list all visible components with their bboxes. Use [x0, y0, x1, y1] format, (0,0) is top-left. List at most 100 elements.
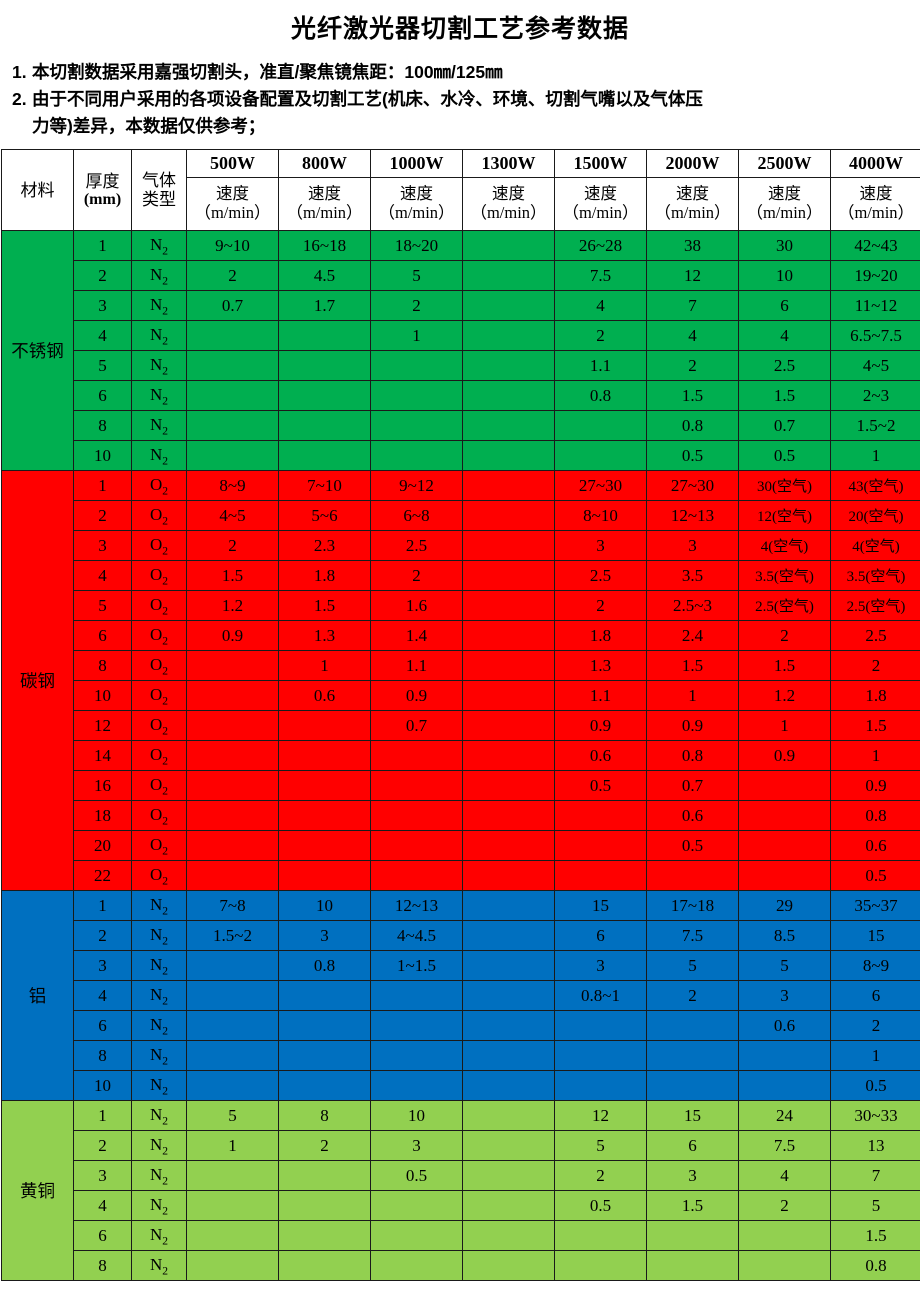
- header-thickness-unit: (mm): [83, 190, 122, 208]
- speed-cell-4000w: 1: [830, 440, 920, 472]
- speed-cell-4000w: 0.8: [830, 1250, 920, 1282]
- speed-cell-2500w: [738, 830, 831, 862]
- gas-type-cell: N2: [131, 890, 187, 922]
- speed-cell-1000w: [370, 1040, 463, 1072]
- speed-cell-1000w: [370, 410, 463, 442]
- speed-cell-500w: 9~10: [186, 230, 279, 262]
- speed-cell-2500w: 0.7: [738, 410, 831, 442]
- speed-cell-800w: [278, 1010, 371, 1042]
- speed-cell-2000w: 2.4: [646, 620, 739, 652]
- speed-cell-1300w: [462, 770, 555, 802]
- header-thickness-label: 厚度: [85, 171, 120, 191]
- speed-cell-4000w: 15: [830, 920, 920, 952]
- speed-cell-500w: [186, 770, 279, 802]
- speed-cell-1300w: [462, 1190, 555, 1222]
- speed-cell-2500w: 2: [738, 620, 831, 652]
- speed-cell-800w: 4.5: [278, 260, 371, 292]
- speed-cell-2500w: 2.5: [738, 350, 831, 382]
- header-gas-type: 气体 类型: [131, 149, 187, 232]
- note-number: 1.: [12, 62, 27, 82]
- speed-cell-800w: 3: [278, 920, 371, 952]
- speed-cell-1300w: [462, 710, 555, 742]
- gas-type-cell: N2: [131, 980, 187, 1012]
- note-text: 本切割数据采用嘉强切割头，准直/聚焦镜焦距：100㎜/125㎜: [32, 62, 503, 82]
- speed-cell-2000w: 2.5~3: [646, 590, 739, 622]
- speed-cell-800w: 1.7: [278, 290, 371, 322]
- speed-cell-1000w: 2: [370, 290, 463, 322]
- speed-cell-800w: [278, 740, 371, 772]
- gas-type-cell: N2: [131, 290, 187, 322]
- thickness-cell: 22: [73, 860, 132, 892]
- speed-cell-2500w: 1.5: [738, 650, 831, 682]
- table-row: 5 O2 1.2 1.5 1.6 2 2.5~3 2.5(空气) 2.5(空气): [2, 590, 920, 622]
- table-row: 10 N2 0.5 0.5 1: [2, 440, 920, 472]
- gas-type-cell: O2: [131, 830, 187, 862]
- speed-cell-800w: 1.5: [278, 590, 371, 622]
- gas-type-cell: N2: [131, 380, 187, 412]
- thickness-cell: 1: [73, 230, 132, 262]
- speed-cell-2000w: 1.5: [646, 1190, 739, 1222]
- speed-cell-4000w: 13: [830, 1130, 920, 1162]
- header-power-4000w: 4000W: [830, 149, 920, 179]
- speed-cell-2000w: 6: [646, 1130, 739, 1162]
- speed-cell-2000w: 0.5: [646, 830, 739, 862]
- speed-cell-1300w: [462, 650, 555, 682]
- thickness-cell: 6: [73, 1010, 132, 1042]
- table-row: 碳钢 1 O2 8~9 7~10 9~12 27~30 27~30 30(空气) 43(空气): [1, 470, 920, 892]
- speed-cell-2500w: 2.5(空气): [738, 590, 831, 622]
- speed-cell-1500w: [554, 800, 647, 832]
- table-row: 5 N2 1.1 2 2.5 4~5: [2, 350, 920, 382]
- speed-cell-1000w: 2.5: [370, 530, 463, 562]
- speed-cell-2000w: 12~13: [646, 500, 739, 532]
- speed-cell-500w: [186, 710, 279, 742]
- speed-cell-500w: [186, 380, 279, 412]
- speed-cell-1300w: [462, 230, 555, 262]
- speed-cell-800w: 8: [278, 1100, 371, 1132]
- speed-cell-4000w: 1.5~2: [830, 410, 920, 442]
- speed-cell-4000w: 2.5(空气): [830, 590, 920, 622]
- speed-cell-1300w: [462, 410, 555, 442]
- speed-cell-2000w: [646, 1040, 739, 1072]
- note-text: 由于不同用户采用的各项设备配置及切割工艺(机床、水冷、环境、切割气嘴以及气体压: [32, 89, 703, 110]
- speed-cell-1300w: [462, 1130, 555, 1162]
- gas-type-cell: N2: [131, 1070, 187, 1102]
- speed-cell-1300w: [462, 530, 555, 562]
- speed-cell-500w: [186, 860, 279, 892]
- speed-cell-1000w: [370, 800, 463, 832]
- page-title: 光纤激光器切割工艺参考数据: [290, 15, 629, 43]
- speed-cell-2000w: 4: [646, 320, 739, 352]
- table-row: 2 N2 1 2 3 5 6 7.5 13: [2, 1130, 920, 1162]
- speed-cell-1000w: 5: [370, 260, 463, 292]
- speed-cell-1500w: 3: [554, 950, 647, 982]
- gas-type-cell: N2: [131, 350, 187, 382]
- speed-cell-1500w: 0.5: [554, 770, 647, 802]
- speed-cell-800w: [278, 320, 371, 352]
- speed-unit: （m/min）: [470, 203, 547, 223]
- gas-type-cell: N2: [131, 260, 187, 292]
- material-cell-aluminum: 铝: [1, 890, 74, 1102]
- speed-cell-1000w: [370, 1220, 463, 1252]
- speed-cell-4000w: 2~3: [830, 380, 920, 412]
- speed-cell-2000w: [646, 1070, 739, 1102]
- thickness-cell: 4: [73, 320, 132, 352]
- gas-type-cell: N2: [131, 320, 187, 352]
- speed-unit: （m/min）: [654, 203, 731, 223]
- speed-cell-2500w: 2: [738, 1190, 831, 1222]
- speed-cell-4000w: 2: [830, 650, 920, 682]
- table-row: 4 N2 0.8~1 2 3 6: [2, 980, 920, 1012]
- speed-cell-1500w: [554, 1070, 647, 1102]
- speed-cell-1300w: [462, 830, 555, 862]
- speed-cell-2000w: 38: [646, 230, 739, 262]
- table-header: 材料 厚度 (mm) 气体 类型 500W 800W 1000W 1300W 1…: [1, 149, 920, 232]
- speed-cell-1500w: 2: [554, 1160, 647, 1192]
- speed-cell-2000w: 12: [646, 260, 739, 292]
- thickness-cell: 8: [73, 1040, 132, 1072]
- speed-cell-4000w: 0.5: [830, 860, 920, 892]
- gas-type-cell: O2: [131, 590, 187, 622]
- speed-cell-1300w: [462, 950, 555, 982]
- speed-cell-800w: 16~18: [278, 230, 371, 262]
- speed-cell-1500w: [554, 830, 647, 862]
- speed-cell-1000w: 4~4.5: [370, 920, 463, 952]
- speed-cell-800w: [278, 1190, 371, 1222]
